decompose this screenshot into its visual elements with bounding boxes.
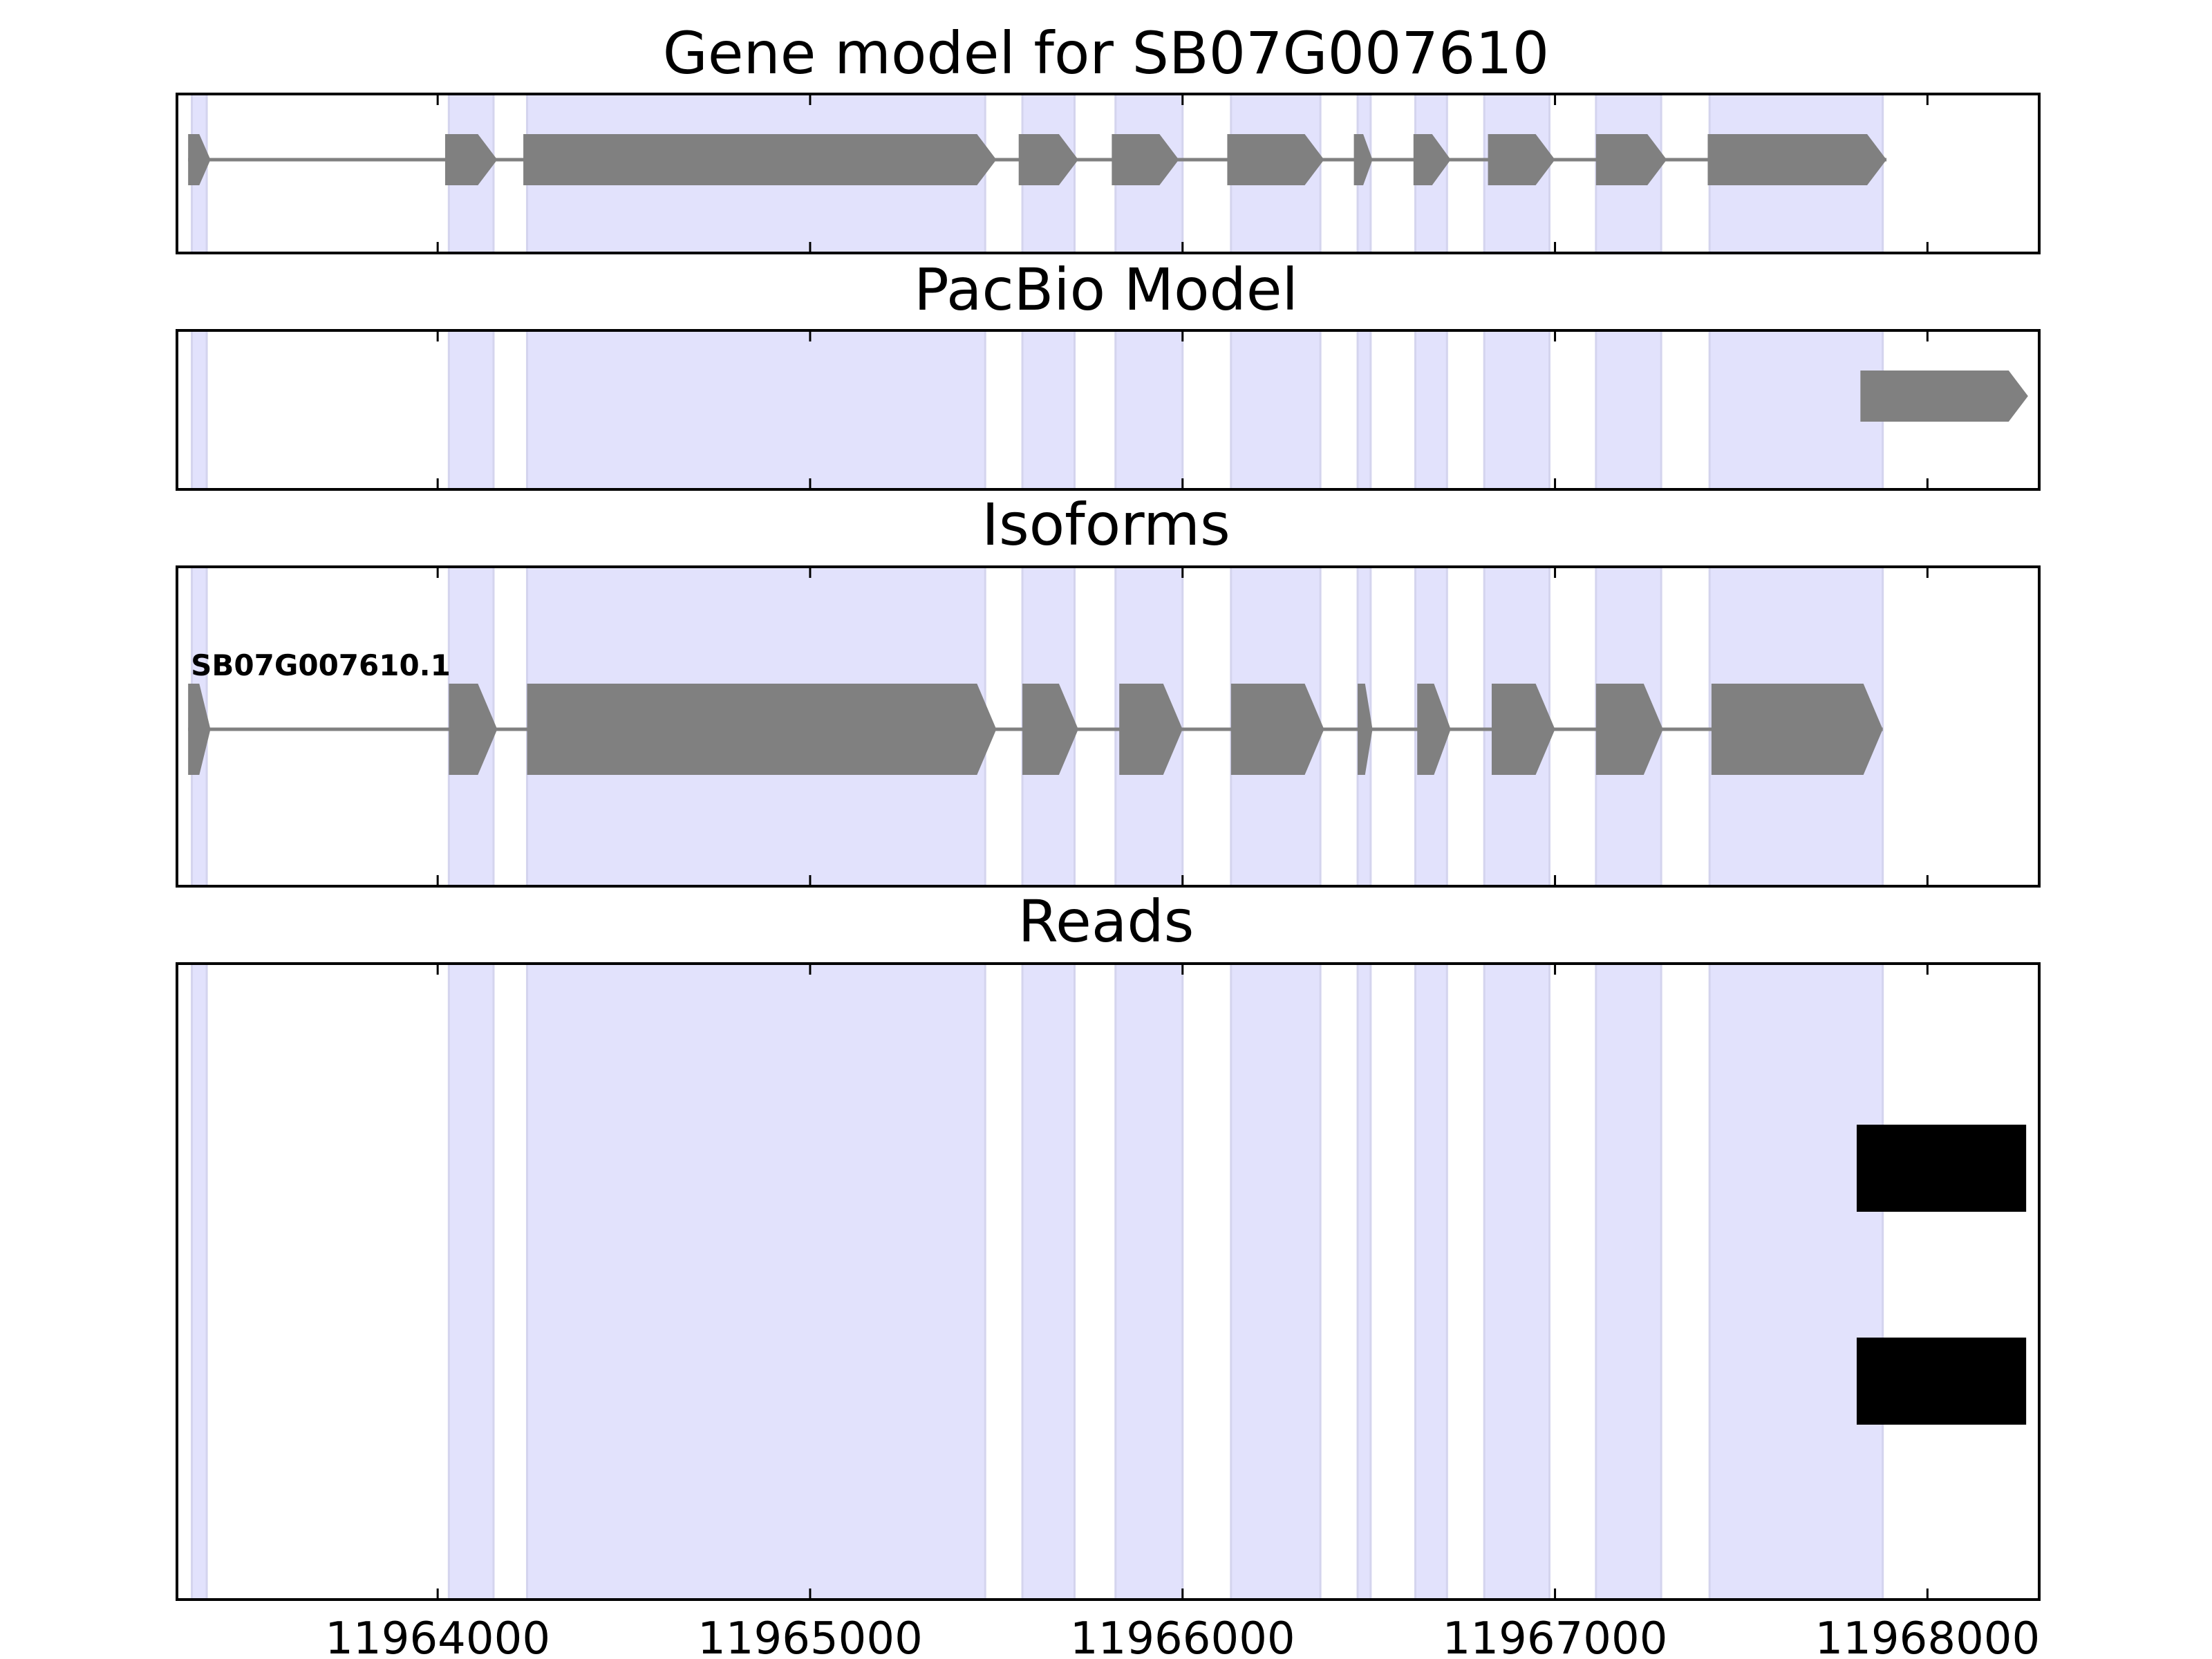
exon (188, 684, 211, 775)
panel-title-gene-model: Gene model for SB07G007610 (663, 19, 1549, 87)
exon (1595, 684, 1663, 775)
highlight-region (1021, 329, 1076, 491)
highlight-region (1414, 329, 1448, 491)
highlight-region (1708, 329, 1884, 491)
exon (1119, 684, 1183, 775)
exon (1491, 684, 1555, 775)
highlight-region (1708, 962, 1884, 1601)
x-axis-tick-labels: 11964000 11965000 11966000 11967000 11968000 (325, 1613, 2040, 1659)
highlight-region (525, 962, 986, 1601)
exon (1417, 684, 1451, 775)
highlight-region (1483, 962, 1550, 1601)
panel-title-isoforms: Isoforms (982, 491, 1230, 559)
exon (188, 134, 211, 185)
exon (449, 684, 498, 775)
exon (1353, 134, 1373, 185)
exon (1112, 134, 1179, 185)
panel-frame-gene-model (176, 93, 2041, 254)
isoform-label: SB07G007610.1 (191, 648, 451, 682)
highlight-region (1483, 329, 1550, 491)
exon (1227, 134, 1324, 185)
highlight-region (191, 962, 208, 1601)
highlight-region (1114, 329, 1184, 491)
pacbio-model-track (191, 329, 2028, 491)
exon (1357, 684, 1373, 775)
highlight-region (1114, 962, 1184, 1601)
x-tick-label: 11968000 (1815, 1613, 2040, 1659)
gene-model-track (188, 93, 1929, 254)
highlight-region (525, 329, 986, 491)
exon (1488, 134, 1555, 185)
exon (1595, 134, 1667, 185)
panel-frame-reads (176, 962, 2041, 1601)
panel-frame-isoforms (176, 565, 2041, 888)
highlight-region (191, 329, 208, 491)
highlight-region (1414, 962, 1448, 1601)
highlight-region (1595, 962, 1662, 1601)
exon (1860, 371, 2028, 422)
exon (523, 134, 997, 185)
exon (1230, 684, 1324, 775)
exon (444, 134, 498, 185)
highlight-region (1595, 329, 1662, 491)
panel-title-pacbio-model: PacBio Model (914, 256, 1298, 324)
highlight-region (1230, 962, 1322, 1601)
panel-frame-pacbio-model (176, 329, 2041, 491)
highlight-region (1230, 329, 1322, 491)
panel-gene-model: Gene model for SB07G007610 (176, 19, 2041, 254)
highlight-region (1021, 962, 1076, 1601)
exon (1413, 134, 1451, 185)
highlight-region (447, 962, 495, 1601)
x-tick-label: 11965000 (697, 1613, 923, 1659)
highlight-region (447, 329, 495, 491)
panel-pacbio-model: PacBio Model (176, 256, 2041, 491)
panel-title-reads: Reads (1018, 888, 1194, 955)
read-bar (1856, 1338, 2027, 1425)
x-tick-label: 11967000 (1443, 1613, 1668, 1659)
x-tick-label: 11966000 (1070, 1613, 1295, 1659)
highlight-region (1356, 962, 1372, 1601)
exon (1018, 134, 1078, 185)
x-tick-label: 11964000 (325, 1613, 550, 1659)
exon (1707, 134, 1887, 185)
exon (1711, 684, 1883, 775)
highlight-region (1356, 329, 1372, 491)
panel-isoforms: Isoforms SB07G007610.1 (176, 491, 2041, 888)
reads-track (191, 962, 2027, 1601)
exon (1022, 684, 1078, 775)
panel-reads: Reads (176, 888, 2041, 1601)
exon (527, 684, 997, 775)
read-bar (1856, 1125, 2027, 1212)
